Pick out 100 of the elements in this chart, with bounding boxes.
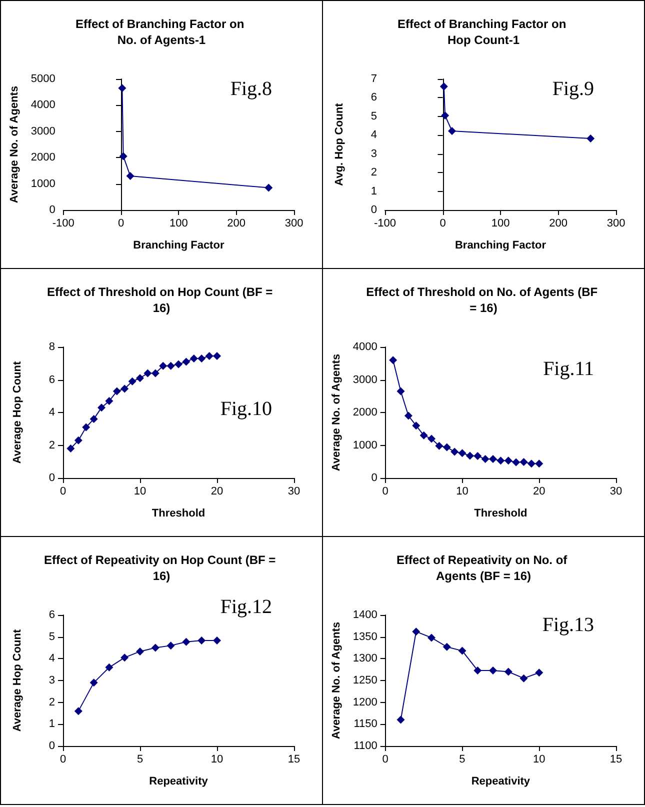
y-tick-label: 5: [370, 110, 377, 122]
x-tick-label: 10: [134, 486, 146, 498]
y-axis-title: Average Hop Count: [12, 361, 24, 464]
y-tick-label: 0: [48, 740, 55, 752]
y-tick-label: 1300: [352, 652, 378, 665]
point: [90, 678, 98, 687]
point: [128, 377, 136, 386]
x-axis-title: Threshold: [474, 508, 528, 520]
y-tick-label: 4000: [352, 341, 378, 353]
point: [264, 184, 273, 192]
point: [442, 642, 451, 651]
point: [90, 415, 98, 424]
point: [412, 422, 420, 430]
point: [182, 638, 190, 646]
y-tick-label: 1: [370, 185, 377, 198]
point: [119, 152, 128, 160]
y-tick-label: 7: [370, 73, 377, 85]
point: [144, 369, 152, 378]
x-tick-label: 20: [210, 486, 224, 498]
y-tick-label: 0: [49, 204, 56, 216]
annotation: Fig.12: [220, 596, 272, 618]
point: [396, 716, 405, 724]
point: [504, 456, 512, 465]
point: [504, 668, 512, 676]
chart-title: Effect of Threshold on Hop Count (BF = 16): [47, 285, 276, 315]
point: [435, 442, 444, 450]
x-tick-label: 20: [533, 486, 546, 498]
x-axis-title: Repeativity: [149, 776, 209, 788]
y-tick-label: 4: [48, 652, 55, 665]
chart-title: Effect of Threshold on No. of Agents (BF = 16): [366, 285, 601, 315]
x-tick-label: 5: [459, 754, 466, 766]
x-tick-label: 10: [533, 754, 546, 766]
y-tick-label: 1400: [352, 609, 378, 621]
point: [520, 458, 528, 466]
point: [458, 449, 466, 458]
point: [474, 666, 482, 674]
point: [74, 707, 82, 716]
point: [489, 455, 497, 464]
x-tick-label: 0: [60, 754, 66, 766]
point: [174, 360, 182, 368]
x-tick-label: 0: [118, 218, 124, 230]
y-tick-label: 2000: [352, 406, 378, 418]
x-tick-label: 300: [284, 218, 304, 230]
chart-title: Effect of Repeativity on Hop Count (BF = 16): [44, 553, 280, 583]
y-tick-label: 1150: [354, 718, 378, 730]
x-axis-title: Threshold: [152, 508, 206, 520]
y-tick-label: 4: [48, 406, 55, 418]
y-tick-label: 0: [48, 472, 55, 484]
point: [389, 356, 398, 364]
y-tick-label: 1250: [352, 674, 378, 686]
x-tick-label: -100: [52, 218, 74, 230]
y-axis-title: Average Hop Count: [12, 629, 24, 732]
x-tick-label: 0: [382, 486, 388, 498]
y-tick-label: 1350: [352, 630, 378, 643]
point: [441, 111, 450, 120]
point: [448, 127, 456, 136]
point: [82, 423, 90, 432]
point: [535, 460, 544, 468]
point: [120, 384, 129, 393]
y-tick-label: 5: [48, 630, 55, 643]
point: [527, 460, 536, 468]
point: [450, 448, 459, 456]
y-axis-title: Average No. of Agents: [330, 622, 342, 740]
annotation: Fig.13: [542, 614, 594, 636]
point: [118, 84, 126, 92]
x-tick-label: 0: [60, 486, 66, 498]
x-tick-label: 100: [491, 218, 510, 230]
y-tick-label: 2: [48, 696, 55, 708]
point: [420, 431, 428, 440]
point: [412, 628, 420, 636]
point: [535, 668, 544, 677]
point: [105, 663, 114, 672]
point: [396, 387, 405, 396]
point: [112, 387, 121, 396]
y-tick-label: 3: [48, 674, 55, 686]
chart-title: Effect of Repeativity on No. of Agents (BF = 16): [396, 553, 571, 583]
y-tick-label: 0: [371, 472, 378, 484]
point: [440, 82, 448, 90]
y-tick-label: 3: [370, 148, 377, 160]
point: [458, 646, 466, 655]
x-tick-label: 200: [549, 218, 568, 230]
x-tick-label: 0: [440, 218, 446, 230]
point: [474, 452, 482, 460]
y-tick-label: 3000: [352, 374, 378, 386]
point: [205, 352, 214, 360]
point: [198, 636, 206, 645]
x-tick-label: 5: [136, 754, 144, 766]
y-tick-label: 3000: [30, 125, 56, 138]
point: [481, 455, 490, 464]
y-tick-label: 0: [370, 204, 377, 216]
x-tick-label: 200: [227, 218, 246, 230]
y-tick-label: 6: [370, 92, 377, 104]
x-tick-label: 10: [456, 486, 468, 498]
point: [126, 172, 134, 180]
point: [466, 452, 474, 460]
annotation: Fig.9: [552, 78, 594, 100]
y-axis-title: Average No. of Agents: [330, 354, 342, 472]
y-axis-title: Avg. Hop Count: [334, 102, 346, 186]
point: [442, 443, 451, 452]
x-tick-label: 30: [610, 486, 622, 498]
